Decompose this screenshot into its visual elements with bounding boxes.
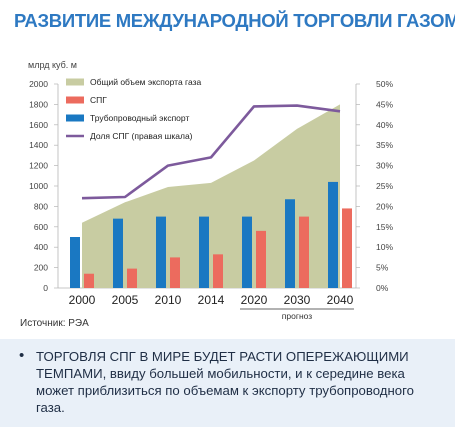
summary-text: ТОРГОВЛЯ СПГ В МИРЕ БУДЕТ РАСТИ ОПЕРЕЖАЮ… — [36, 349, 414, 415]
bar-lng — [213, 254, 223, 288]
x-tick-label: 2014 — [198, 293, 225, 307]
y-tick-label: 2000 — [29, 79, 48, 89]
y-tick-label: 800 — [34, 201, 48, 211]
x-tick-label: 2040 — [327, 293, 354, 307]
bar-pipeline — [199, 216, 209, 288]
bar-pipeline — [328, 181, 338, 288]
x-tick-label: 2030 — [284, 293, 311, 307]
y-tick-label: 400 — [34, 242, 48, 252]
legend-swatch — [66, 114, 84, 122]
bar-pipeline — [70, 237, 80, 288]
line-lng-share — [81, 104, 341, 200]
legend-label: Трубопроводный экспорт — [90, 113, 189, 123]
bar-pipeline — [156, 216, 166, 288]
y-tick-label: 600 — [34, 222, 48, 232]
source-note: Источник: РЭА — [20, 318, 89, 329]
legend-label: Общий объем экспорта газа — [90, 77, 201, 87]
y2-tick-label: 20% — [376, 201, 393, 211]
chart-title: РАЗВИТИЕ МЕЖДУНАРОДНОЙ ТОРГОВЛИ ГАЗОМ — [14, 10, 455, 31]
y-axis-label: млрд куб. м — [28, 60, 77, 70]
bar-lng — [84, 273, 94, 288]
bar-pipeline — [113, 218, 123, 288]
bar-lng — [342, 208, 352, 288]
bar-pipeline — [285, 199, 295, 288]
y2-tick-label: 40% — [376, 120, 393, 130]
bar-lng — [170, 257, 180, 288]
y-tick-label: 1800 — [29, 99, 48, 109]
y2-tick-label: 45% — [376, 99, 393, 109]
y2-tick-label: 25% — [376, 181, 393, 191]
y2-tick-label: 50% — [376, 79, 393, 89]
y2-tick-label: 30% — [376, 161, 393, 171]
bar-lng — [299, 216, 309, 288]
y-tick-label: 1000 — [29, 181, 48, 191]
legend-swatch — [66, 96, 84, 104]
gas-trade-chart: млрд куб. м 0 200 400 600 800 1000 1200 1400 1600… — [28, 60, 393, 321]
bar-lng — [256, 230, 266, 288]
area-total-export — [82, 104, 340, 289]
bar-pipeline — [242, 216, 252, 288]
x-tick-label: 2010 — [155, 293, 182, 307]
bar-lng — [127, 268, 137, 288]
y-tick-label: 1600 — [29, 120, 48, 130]
bullet-icon: • — [19, 347, 25, 364]
legend-label: СПГ — [90, 95, 107, 105]
y-tick-label: 1200 — [29, 161, 48, 171]
summary-box: • ТОРГОВЛЯ СПГ В МИРЕ БУДЕТ РАСТИ ОПЕРЕЖ… — [0, 339, 455, 427]
y2-tick-label: 10% — [376, 242, 393, 252]
forecast-label: прогноз — [282, 311, 312, 321]
y-tick-label: 0 — [43, 283, 48, 293]
y2-tick-label: 5% — [376, 263, 389, 273]
y2-tick-label: 35% — [376, 140, 393, 150]
x-tick-label: 2005 — [112, 293, 139, 307]
y-tick-label: 1400 — [29, 140, 48, 150]
y2-tick-label: 15% — [376, 222, 393, 232]
x-tick-label: 2020 — [241, 293, 268, 307]
y2-tick-label: 0% — [376, 283, 389, 293]
legend-label: Доля СПГ (правая шкала) — [90, 131, 193, 141]
x-tick-label: 2000 — [69, 293, 96, 307]
y-tick-label: 200 — [34, 263, 48, 273]
legend-swatch — [66, 78, 84, 86]
